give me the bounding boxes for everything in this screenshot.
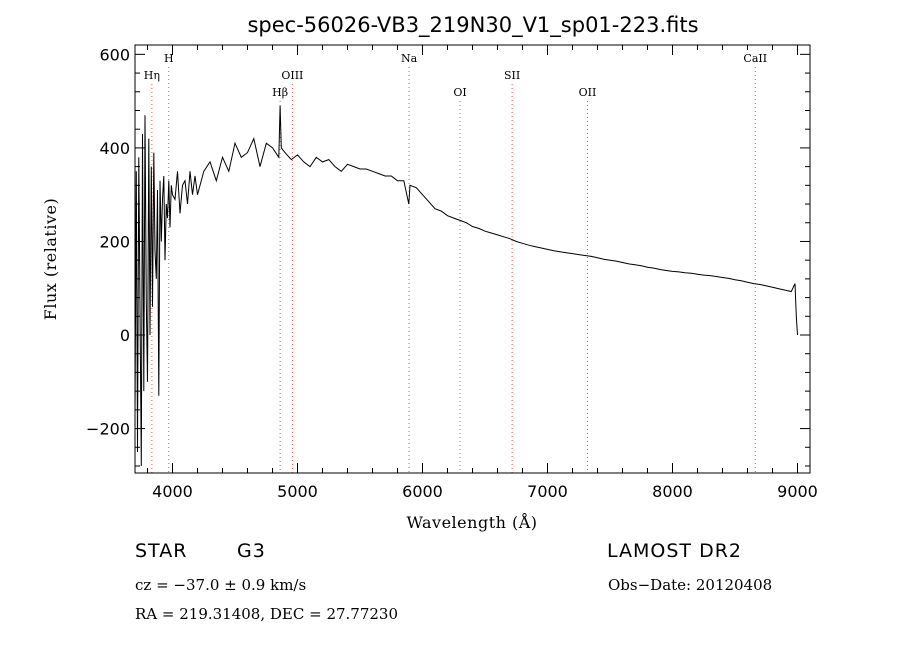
y-tick-label: 600 [99,45,130,64]
spectral-line-label: Hη [144,69,160,82]
spectral-line-label: Na [401,52,418,65]
x-tick-label: 8000 [652,482,693,501]
coordinates-text: RA = 219.31408, DEC = 27.77230 [135,605,399,623]
spectral-line-label: SII [504,69,520,82]
spectral-line-label: H [164,52,174,65]
x-axis: 4000 5000 6000 7000 8000 9000 [147,45,818,501]
x-tick-label: 7000 [527,482,568,501]
x-axis-label: Wavelength (Å) [406,512,537,532]
x-tick-label: 9000 [777,482,818,501]
chart-title: spec-56026-VB3_219N30_V1_sp01-223.fits [247,13,698,38]
spectrum-line [134,105,798,467]
y-tick-label: −200 [86,420,130,439]
x-tick-label: 4000 [152,482,193,501]
spectral-line-label: CaII [743,52,767,65]
object-subclass: G3 [237,540,266,562]
x-tick-label: 6000 [402,482,443,501]
y-axis: −200 0 200 400 600 [86,45,810,467]
spectral-line-label: OI [453,86,466,99]
survey-label: LAMOST DR2 [607,540,742,562]
spectral-line-label: OIII [281,69,303,82]
y-tick-label: 200 [99,232,130,251]
plot-frame [134,44,811,474]
x-tick-label: 5000 [277,482,318,501]
y-tick-label: 0 [120,326,130,345]
spectral-line-label: Hβ [272,86,288,99]
redshift-text: cz = −37.0 ± 0.9 km/s [135,576,307,594]
spectral-line-label: OII [579,86,597,99]
obs-date-text: Obs−Date: 20120408 [608,576,773,594]
spectral-line-markers: H Hη OIII Hβ Na SII OI OII CaII [144,52,767,473]
y-tick-label: 400 [99,139,130,158]
y-axis-label: Flux (relative) [41,198,60,320]
object-type: STAR [135,540,188,562]
